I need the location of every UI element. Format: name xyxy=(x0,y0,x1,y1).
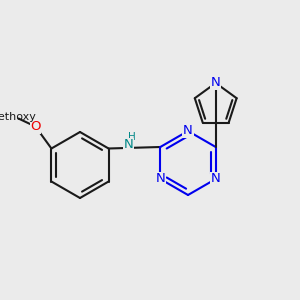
Text: N: N xyxy=(124,138,133,151)
Text: N: N xyxy=(183,124,193,137)
Text: N: N xyxy=(155,172,165,185)
Text: N: N xyxy=(211,76,220,89)
Text: H: H xyxy=(128,132,135,142)
Text: O: O xyxy=(30,120,41,133)
Text: N: N xyxy=(211,172,220,185)
Text: methoxy: methoxy xyxy=(0,112,36,122)
